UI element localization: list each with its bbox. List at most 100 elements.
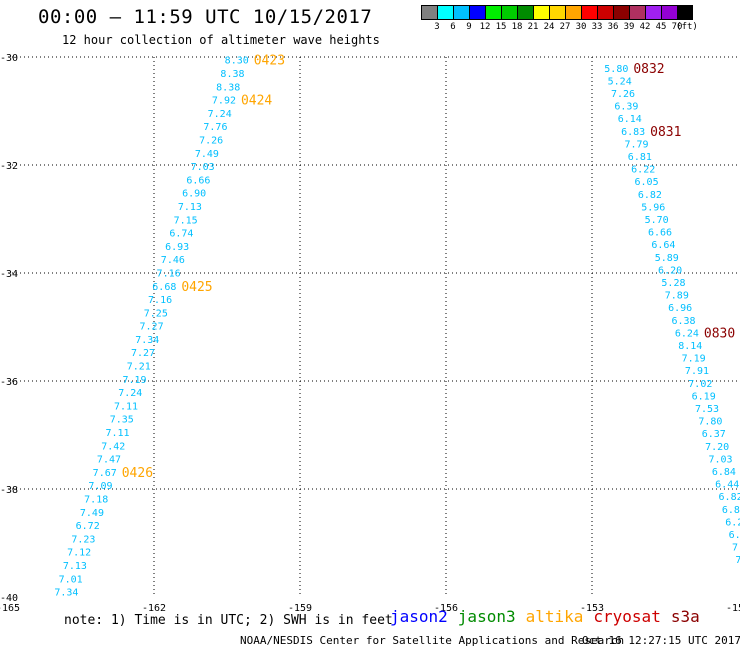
color-swatch bbox=[501, 5, 517, 20]
swh-value-label: 7.21 bbox=[127, 362, 151, 373]
swh-value-label: 7.20 bbox=[705, 442, 729, 453]
swh-value-label: 7.34 bbox=[54, 588, 78, 599]
color-scale-label: 12 bbox=[479, 22, 491, 32]
legend-entry-jason3: jason3 bbox=[457, 607, 516, 626]
swh-value-label: 6.37 bbox=[702, 429, 726, 440]
color-scale-label: 39 bbox=[623, 22, 635, 32]
swh-value-label: 7.42 bbox=[101, 441, 125, 452]
pass-time-label: 0423 bbox=[254, 54, 285, 69]
swh-value-label: 7.26 bbox=[611, 89, 635, 100]
swh-value-label: 6.83 bbox=[621, 127, 645, 138]
swh-value-label: 6.96 bbox=[668, 303, 692, 314]
x-tick-label: -150 bbox=[726, 603, 740, 614]
x-tick-label: -156 bbox=[434, 603, 458, 614]
y-tick-label: -34 bbox=[0, 269, 18, 280]
swh-value-label: 6.39 bbox=[614, 102, 638, 113]
swh-value-label: 7.53 bbox=[735, 555, 740, 566]
color-scale-label: 24 bbox=[543, 22, 555, 32]
legend-entry-jason2: jason2 bbox=[390, 607, 448, 626]
color-swatch bbox=[581, 5, 597, 20]
swh-value-label: 6.82 bbox=[719, 492, 740, 503]
color-swatch bbox=[597, 5, 613, 20]
swh-value-label: 7.91 bbox=[685, 366, 709, 377]
color-scale-labels: 3 6 9 12 15 18 21 24 27 30 33 36 39 42 45 70 (ft) bbox=[421, 22, 740, 34]
swh-value-label: 7.11 bbox=[114, 401, 138, 412]
swh-value-label: 6.68 bbox=[152, 282, 176, 293]
color-scale-label: 18 bbox=[511, 22, 523, 32]
swh-value-label: 7.80 bbox=[698, 417, 722, 428]
color-scale-label: 6 bbox=[450, 22, 456, 32]
color-scale-bar bbox=[421, 5, 693, 20]
color-swatch bbox=[645, 5, 661, 20]
swh-value-label: 7.25 bbox=[144, 308, 168, 319]
y-tick-label: -30 bbox=[0, 53, 18, 64]
swh-value-label: 6.26 bbox=[725, 517, 740, 528]
color-swatch bbox=[629, 5, 645, 20]
color-scale-label: 36 bbox=[607, 22, 619, 32]
chart-subtitle: 12 hour collection of altimeter wave hei… bbox=[62, 33, 380, 47]
color-swatch bbox=[517, 5, 533, 20]
color-scale-label: 21 bbox=[527, 22, 539, 32]
color-swatch bbox=[469, 5, 485, 20]
swh-value-label: 6.66 bbox=[186, 175, 210, 186]
pass-time-label: 0424 bbox=[241, 94, 272, 109]
legend-entry-s3a: s3a bbox=[670, 607, 700, 626]
swh-value-label: 7.13 bbox=[178, 202, 202, 213]
legend-entry-cryosat: cryosat bbox=[593, 607, 661, 626]
swh-value-label: 7.11 bbox=[105, 428, 129, 439]
swh-value-label: 8.30 bbox=[225, 56, 249, 67]
swh-value-label: 7.24 bbox=[208, 109, 232, 120]
color-swatch bbox=[437, 5, 453, 20]
swh-value-label: 7.27 bbox=[131, 348, 155, 359]
swh-value-label: 6.05 bbox=[635, 177, 659, 188]
swh-value-label: 7.89 bbox=[665, 291, 689, 302]
swh-value-label: 7.03 bbox=[191, 162, 215, 173]
swh-value-label: 7.26 bbox=[199, 135, 223, 146]
color-scale-label: 9 bbox=[466, 22, 472, 32]
chart-title: 00:00 – 11:59 UTC 10/15/2017 bbox=[38, 6, 373, 28]
swh-value-label: 7.15 bbox=[174, 215, 198, 226]
swh-value-label: 7.12 bbox=[67, 548, 91, 559]
color-scale-label: 27 bbox=[559, 22, 571, 32]
swh-value-label: 7.46 bbox=[161, 255, 185, 266]
pass-time-label: 0425 bbox=[181, 280, 212, 295]
color-swatch bbox=[661, 5, 677, 20]
color-scale-label: 30 bbox=[575, 22, 587, 32]
swh-value-label: 6.82 bbox=[638, 190, 662, 201]
swh-value-label: 7.27 bbox=[140, 322, 164, 333]
color-swatch bbox=[613, 5, 629, 20]
swh-value-label: 7.23 bbox=[71, 534, 95, 545]
y-tick-label: -38 bbox=[0, 485, 18, 496]
swh-value-label: 6.40 bbox=[729, 530, 740, 541]
color-scale-label: 33 bbox=[591, 22, 603, 32]
swh-value-label: 7.67 bbox=[93, 468, 117, 479]
footer-timestamp: Oct 16 12:27:15 UTC 2017 bbox=[582, 634, 740, 647]
pass-time-label: 0426 bbox=[122, 466, 153, 481]
swh-value-label: 8.38 bbox=[216, 82, 240, 93]
swh-value-label: 6.72 bbox=[76, 521, 100, 532]
footer-credit: NOAA/NESDIS Center for Satellite Applica… bbox=[240, 634, 625, 647]
swh-value-label: 6.20 bbox=[658, 265, 682, 276]
satellite-legend: jason2 jason3 altika cryosat s3a bbox=[390, 607, 710, 626]
swh-value-label: 6.19 bbox=[692, 391, 716, 402]
swh-value-label: 5.89 bbox=[655, 253, 679, 264]
swh-value-label: 6.90 bbox=[182, 189, 206, 200]
units-note: note: 1) Time is in UTC; 2) SWH is in fe… bbox=[64, 613, 393, 628]
pass-time-label: 0832 bbox=[633, 62, 664, 77]
swh-value-label: 7.79 bbox=[624, 139, 648, 150]
swh-value-label: 5.96 bbox=[641, 202, 665, 213]
swh-value-label: 6.81 bbox=[628, 152, 652, 163]
y-tick-label: -32 bbox=[0, 161, 18, 172]
y-tick-label: -36 bbox=[0, 377, 18, 388]
swh-value-label: 7.03 bbox=[708, 454, 732, 465]
color-swatch bbox=[677, 5, 693, 20]
swh-value-label: 7.19 bbox=[682, 354, 706, 365]
swh-value-label: 6.14 bbox=[618, 114, 642, 125]
swh-value-label: 7.76 bbox=[203, 122, 227, 133]
y-tick-label: -40 bbox=[0, 593, 18, 604]
swh-value-label: 7.09 bbox=[88, 481, 112, 492]
legend-entry-altika: altika bbox=[525, 607, 584, 626]
swh-value-label: 7.13 bbox=[63, 561, 87, 572]
x-tick-label: -165 bbox=[0, 603, 20, 614]
